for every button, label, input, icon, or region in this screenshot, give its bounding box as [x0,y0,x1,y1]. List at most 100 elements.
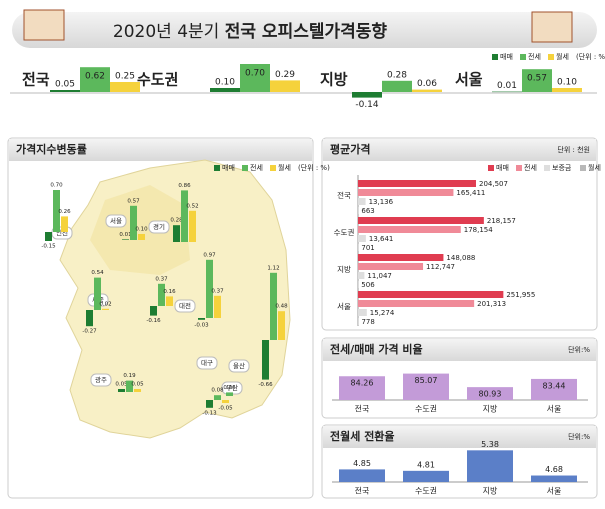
value-label: 0.37 [155,276,168,282]
legend-swatch [270,165,276,171]
bar [214,295,221,318]
bar [118,389,125,392]
bar [53,190,60,232]
category-label: 수도권 [415,404,437,414]
bar [222,400,229,403]
bar [206,259,213,318]
legend-label: 월세 [278,163,291,172]
bar [467,450,513,482]
legend-label: 전세 [528,52,541,61]
legend-label: 월세 [588,163,601,172]
building-icon [531,11,573,43]
value-label: 4.85 [353,459,371,468]
bar [80,67,110,92]
bar [358,254,444,261]
value-label: 0.52 [186,203,198,209]
region-name: 경기 [153,222,165,231]
bar [358,180,476,187]
bar [45,232,52,241]
region-name: 서울 [455,71,483,89]
category-label: 지방 [483,486,498,496]
bar [358,318,359,325]
value-label: 0.57 [127,198,140,204]
unit: (단위 : %) [576,52,605,61]
bar [158,283,165,306]
unit: (단위 : %) [298,163,330,172]
legend-swatch [580,165,586,171]
value-label: -0.05 [218,406,233,412]
value-label: 85.07 [415,376,438,385]
bar [206,400,213,408]
legend-label: 매매 [222,164,235,172]
region-box [90,373,112,387]
bar [226,392,233,396]
value-label: 0.05 [115,382,128,388]
region-name: 인천 [56,228,68,237]
bar [358,244,359,251]
bar [270,272,277,340]
category-label: 지방 [337,264,351,274]
region-name: 광주 [95,376,107,384]
value-label: 0.86 [178,183,191,189]
panel-header [323,139,596,161]
bar [86,310,93,327]
legend-swatch [492,54,498,60]
unit: 단위:% [568,345,590,354]
value-label: 0.08 [211,388,224,394]
region-box [174,299,196,313]
panel-header [323,426,596,448]
bar [339,376,385,400]
panel-title: 전월세 전환율 [330,429,395,443]
bar [492,91,522,93]
value-label: 0.70 [245,69,265,79]
value-label: 5.38 [481,440,499,449]
panel-title: 전세/매매 가격 비율 [330,342,423,356]
value-label: -0.27 [82,329,97,335]
value-label: 506 [361,281,375,289]
title-prefix: 2020년 4분기 [113,22,219,42]
category-label: 전국 [355,404,370,414]
region-name: 전국 [22,71,50,89]
value-label: 0.02 [99,301,111,307]
bar [214,395,221,400]
panel-header [9,139,312,161]
category-label: 전국 [355,486,370,496]
bar [358,207,359,214]
legend-swatch [544,165,550,171]
legend-label: 전세 [524,163,537,172]
value-label: 4.81 [417,460,435,469]
value-label: 0.54 [91,270,104,276]
value-label: 0.01 [119,232,131,238]
value-label: -0.03 [194,322,209,328]
value-label: -0.15 [41,244,56,250]
title-banner [12,12,597,48]
value-label: 0.26 [58,209,71,215]
bar [382,80,412,92]
region-name: 대구 [201,359,213,367]
legend-swatch [242,165,248,171]
value-label: 148,088 [446,254,475,262]
value-label: 1.12 [267,265,279,271]
value-label: 204,507 [479,180,508,188]
bar [403,470,449,482]
region-name: 서울 [110,216,122,225]
value-label: 0.28 [387,70,407,80]
bar [138,234,145,240]
value-label: 84.26 [351,379,374,388]
value-label: 0.01 [497,81,517,91]
category-label: 수도권 [415,486,437,496]
value-label: 778 [361,318,374,326]
value-label: -0.16 [146,318,161,324]
category-label: 서울 [547,405,562,414]
value-label: 0.10 [557,78,577,88]
category-label: 서울 [547,487,562,496]
bar [522,69,552,92]
value-label: 0.05 [55,80,75,90]
bar [110,82,140,92]
bar [189,210,196,242]
bar [358,226,461,233]
panel-header [323,339,596,361]
value-label: 0.06 [417,79,437,89]
bar [531,378,577,400]
